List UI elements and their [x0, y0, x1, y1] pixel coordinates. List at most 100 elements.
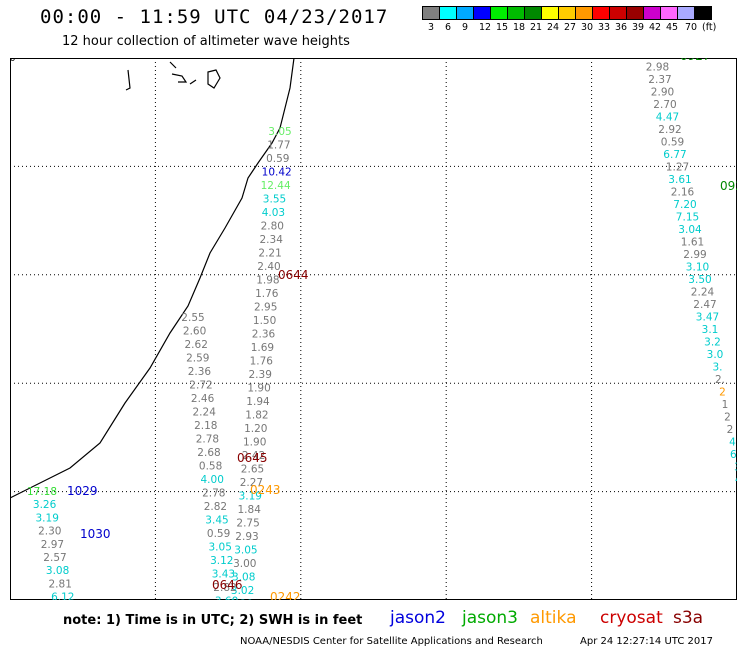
swh-value-track-d: 3.47 [696, 312, 719, 324]
swh-value-track-c: 17.18 [27, 486, 57, 498]
legend-label: 30 [581, 22, 594, 33]
legend-label: 27 [564, 22, 577, 33]
footer-credit: NOAA/NESDIS Center for Satellite Applica… [240, 636, 543, 647]
footnote: note: 1) Time is in UTC; 2) SWH is in fe… [63, 613, 363, 628]
pass-time-label: 0242 [270, 590, 301, 600]
swh-value-track-a: 1.77 [267, 140, 290, 152]
coastline [10, 58, 295, 499]
swh-value-track-b: 3.43 [212, 569, 235, 581]
swh-value-track-d: 6.77 [663, 149, 686, 161]
pass-time-label: 0645 [237, 451, 268, 465]
swh-value-track-c: 2.81 [49, 578, 72, 590]
map-border [10, 58, 737, 600]
swh-value-track-d: 3.50 [688, 274, 711, 286]
swh-value-track-d: 1.61 [681, 237, 704, 249]
swh-value-track-d: 2.16 [671, 187, 695, 199]
legend-label: 42 [649, 22, 662, 33]
pass-time-label: 0243 [250, 483, 281, 497]
satellite-label-s3a: s3a [673, 608, 704, 628]
legend-swatch [694, 6, 712, 20]
swh-value-track-b: 3.12 [210, 555, 233, 567]
swh-value-track-a: 10.42 [262, 167, 292, 179]
swh-value-track-a: 3.05 [234, 545, 257, 557]
satellite-label-jason2: jason2 [390, 608, 446, 628]
swh-value-track-b: 3.60 [215, 596, 238, 601]
swh-value-track-b: 2.60 [183, 326, 206, 338]
swh-value-track-b: 2.62 [185, 339, 208, 351]
swh-value-track-a: 0.59 [266, 153, 289, 165]
legend-swatch [626, 6, 644, 20]
swh-value-track-d: 2 [724, 412, 731, 424]
swh-value-track-d: 6. [730, 449, 737, 461]
swh-value-track-d: 3.1 [702, 324, 719, 336]
pass-time-label: 0927 [680, 58, 711, 63]
swh-value-track-d: 4. [735, 474, 737, 486]
legend-swatch [422, 6, 440, 20]
swh-value-track-d: 7.15 [676, 212, 699, 224]
swh-value-track-b: 2.68 [197, 447, 220, 459]
legend-label: 33 [598, 22, 611, 33]
swh-value-track-a: 2.39 [249, 369, 272, 381]
swh-value-track-b: 2.36 [188, 366, 212, 378]
legend-swatch [524, 6, 542, 20]
legend-label: 9 [462, 22, 469, 33]
swh-value-track-d: 4.47 [656, 112, 679, 124]
legend-swatch [541, 6, 559, 20]
legend-swatch [592, 6, 610, 20]
swh-value-track-b: 2.59 [186, 353, 209, 365]
swh-value-track-b: 2.78 [196, 434, 219, 446]
swh-value-track-d: 2.24 [691, 287, 715, 299]
legend-swatch [609, 6, 627, 20]
swh-value-track-d: 3.61 [668, 174, 691, 186]
swh-value-track-d: 2.92 [658, 124, 681, 136]
swh-value-track-a: 3.02 [231, 585, 254, 597]
swh-value-track-d: 2.99 [683, 249, 706, 261]
legend-label: 36 [615, 22, 628, 33]
swh-value-track-d: 3.2 [704, 337, 721, 349]
swh-value-track-b: 2.82 [213, 582, 236, 594]
swh-value-track-a: 1.90 [243, 437, 266, 449]
swh-value-track-a: 1.84 [238, 504, 262, 516]
swh-value-track-d: 3.11 [643, 58, 666, 61]
swh-value-track-d: 3 [734, 462, 737, 474]
legend-swatch [456, 6, 474, 20]
swh-value-track-a: 2.80 [261, 221, 284, 233]
swh-value-track-a: 2.36 [252, 329, 276, 341]
swh-value-track-d: 2.98 [646, 62, 669, 74]
swh-value-track-a: 1.98 [256, 275, 279, 287]
wave-height-map: 45485154576002468103.051.770.5910.4212.4… [10, 58, 737, 600]
island-outline [125, 69, 131, 91]
pass-time-label: 0644 [278, 268, 309, 282]
swh-value-track-d: 3. [712, 362, 722, 374]
footer-timestamp: Apr 24 12:27:14 UTC 2017 [580, 636, 713, 647]
legend-label: 39 [632, 22, 645, 33]
swh-value-track-a: 1.50 [253, 315, 276, 327]
legend-swatch [490, 6, 508, 20]
swh-value-track-a: 2.75 [236, 518, 259, 530]
swh-value-track-d: 2 [719, 387, 726, 399]
swh-value-track-b: 0.59 [207, 528, 230, 540]
y-tick-label: 10 [10, 58, 16, 64]
legend-label: (ft) [702, 22, 717, 33]
satellite-label-jason3: jason3 [462, 608, 518, 628]
swh-value-track-b: 2.55 [181, 312, 204, 324]
island-outline [207, 69, 221, 89]
swh-value-track-d: 2.70 [653, 99, 676, 111]
legend-label: 45 [666, 22, 679, 33]
map-title: 00:00 - 11:59 UTC 04/23/2017 [40, 6, 389, 28]
swh-value-track-d: 3.04 [678, 224, 702, 236]
swh-value-track-a: 1.82 [245, 410, 268, 422]
swh-value-track-b: 4.00 [201, 474, 224, 486]
swh-value-track-c: 6.12 [51, 592, 74, 600]
swh-value-track-d: 7.20 [673, 199, 696, 211]
swh-value-track-a: 3.55 [263, 194, 286, 206]
swh-value-track-d: 1.27 [666, 162, 689, 174]
pass-time-label: 092 [720, 179, 737, 193]
swh-value-track-a: 2.27 [240, 477, 263, 489]
swh-value-track-a: 1.76 [255, 288, 279, 300]
swh-value-track-a: 1.76 [250, 356, 274, 368]
swh-value-track-d: 3.0 [707, 349, 724, 361]
legend-swatch [677, 6, 695, 20]
swh-value-track-a: 3.08 [232, 572, 255, 584]
swh-value-track-b: 3.05 [209, 542, 232, 554]
